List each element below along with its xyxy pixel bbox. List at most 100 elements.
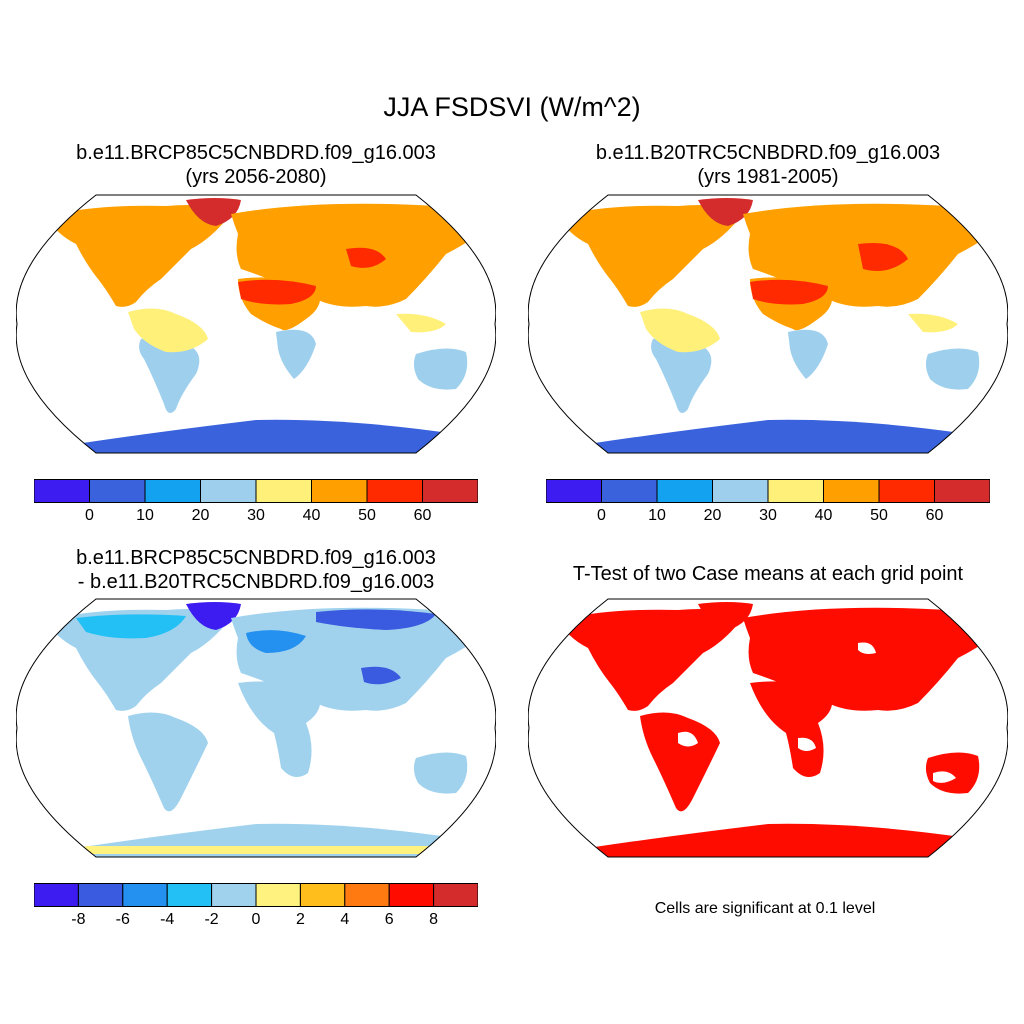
colorbar-difference-swatch: [211, 883, 257, 907]
colorbar-difference-tick-label: 8: [429, 911, 439, 928]
colorbar-future-labels: 0 10 20 30 40 50 60: [34, 503, 478, 525]
panel-title-historical: b.e11.B20TRC5CNBDRD.f09_g16.003 (yrs 198…: [528, 141, 1008, 189]
panel-title-ttest-line1: T-Test of two Case means at each grid po…: [572, 563, 964, 585]
panel-title-future-line1: b.e11.BRCP85C5CNBDRD.f09_g16.003: [76, 142, 436, 164]
colorbar-historical-tick-label: 10: [648, 507, 666, 524]
colorbar-future-swatch: [366, 479, 423, 503]
colorbar-difference-tick-label: -8: [71, 911, 86, 928]
north-america-region: [558, 205, 743, 307]
colorbar-future-tick-label: 20: [191, 507, 210, 524]
africa-region: [238, 681, 321, 777]
colorbar-difference-swatch: [344, 883, 390, 907]
map-difference: [16, 598, 496, 858]
panel-title-historical-line1: b.e11.B20TRC5CNBDRD.f09_g16.003: [595, 142, 941, 164]
colorbar-difference-tick-label: 0: [251, 911, 261, 928]
colorbar-future-swatches: [34, 479, 478, 503]
colorbar-historical-swatch: [601, 479, 658, 503]
asia-drop-region: [361, 666, 401, 685]
south-america-region: [128, 712, 208, 812]
colorbar-difference-tick-label: 6: [384, 911, 394, 928]
map-historical-svg: [528, 194, 1008, 454]
map-future: [16, 194, 496, 454]
colorbar-historical-tick-label: 30: [759, 507, 777, 524]
panel-title-difference: b.e11.BRCP85C5CNBDRD.f09_g16.003 - b.e11…: [16, 546, 496, 594]
insignificant-gap: [798, 737, 816, 751]
colorbar-difference-tick-label: -2: [204, 911, 219, 928]
colorbar-future-swatch: [422, 479, 478, 503]
map-difference-svg: [16, 598, 496, 858]
colorbar-historical-tick-label: 20: [703, 507, 722, 524]
colorbar-difference-swatch: [77, 883, 124, 907]
south-america-north-region: [640, 308, 720, 353]
australia-region: [925, 348, 980, 390]
colorbar-difference-swatch: [255, 883, 301, 907]
colorbar-difference-labels: -8 -6 -4 -2 0 2 4 6 8: [34, 907, 478, 929]
colorbar-difference-swatch: [166, 883, 213, 907]
greenland-region: [698, 198, 753, 226]
north-america-region: [46, 609, 231, 711]
insignificant-gap: [678, 731, 698, 747]
panel-title-difference-line2: - b.e11.B20TRC5CNBDRD.f09_g16.003: [77, 571, 435, 593]
southern-africa-region: [788, 329, 828, 379]
antarctica-region: [16, 419, 496, 453]
colorbar-difference-tick-label: -6: [115, 911, 130, 928]
south-america-region: [651, 337, 712, 413]
colorbar-historical-swatch: [712, 479, 769, 503]
greenland-region: [186, 198, 241, 226]
south-america-region: [139, 337, 200, 413]
significance-note: Cells are significant at 0.1 level: [654, 900, 876, 917]
indonesia-region: [396, 313, 446, 333]
insignificant-gap: [933, 771, 956, 783]
colorbar-historical-tick-label: 0: [597, 507, 606, 524]
panel-title-future: b.e11.BRCP85C5CNBDRD.f09_g16.003 (yrs 20…: [16, 141, 496, 189]
sahara-region: [238, 279, 316, 305]
colorbar-future-tick-label: 60: [413, 507, 432, 524]
map-ttest: [528, 598, 1008, 858]
indonesia-region: [908, 313, 958, 333]
panel-title-ttest: T-Test of two Case means at each grid po…: [528, 562, 1008, 586]
map-future-svg: [16, 194, 496, 454]
canada-region: [76, 614, 186, 639]
colorbar-historical-labels: 0 10 20 30 40 50 60: [546, 503, 990, 525]
colorbar-historical-swatches: [546, 479, 990, 503]
asia-hot-region: [346, 247, 386, 268]
greenland-region: [698, 602, 753, 630]
map-ttest-svg: [528, 598, 1008, 858]
south-america-north-region: [128, 308, 208, 353]
colorbar-historical: 0 10 20 30 40 50 60: [546, 479, 990, 525]
colorbar-historical-swatch: [934, 479, 990, 503]
panel-title-difference-line1: b.e11.BRCP85C5CNBDRD.f09_g16.003: [76, 547, 436, 569]
north-america-region: [46, 205, 231, 307]
antarctica-region: [528, 419, 1008, 453]
figure-title: JJA FSDSVI (W/m^2): [383, 92, 641, 122]
colorbar-future: 0 10 20 30 40 50 60: [34, 479, 478, 525]
greenland-region: [186, 602, 241, 630]
colorbar-difference-swatch: [299, 883, 346, 907]
southern-africa-region: [276, 329, 316, 379]
panel-title-historical-line2: (yrs 1981-2005): [697, 166, 839, 188]
colorbar-future-swatch: [200, 479, 257, 503]
colorbar-historical-tick-label: 50: [870, 507, 888, 524]
colorbar-historical-swatch: [767, 479, 824, 503]
antarctica-edge-region: [76, 846, 446, 854]
colorbar-difference-tick-label: 4: [340, 911, 350, 928]
colorbar-difference-swatches: [34, 883, 478, 907]
sahara-region: [750, 279, 828, 305]
colorbar-future-tick-label: 10: [136, 507, 154, 524]
colorbar-difference-swatch: [388, 883, 435, 907]
colorbar-historical-tick-label: 40: [814, 507, 833, 524]
colorbar-difference-tick-label: 2: [295, 911, 305, 928]
europe-region: [246, 630, 306, 653]
colorbar-future-swatch: [311, 479, 368, 503]
australia-region: [413, 752, 468, 794]
colorbar-future-swatch: [34, 479, 90, 503]
antarctica-region: [528, 823, 1008, 857]
insignificant-gap: [858, 642, 876, 654]
colorbar-future-swatch: [89, 479, 146, 503]
colorbar-historical-tick-label: 60: [925, 507, 944, 524]
colorbar-difference-tick-label: -4: [160, 911, 175, 928]
north-america-region: [558, 609, 743, 711]
map-historical: [528, 194, 1008, 454]
asia-hot-region: [858, 243, 908, 272]
siberia-region: [316, 609, 436, 630]
